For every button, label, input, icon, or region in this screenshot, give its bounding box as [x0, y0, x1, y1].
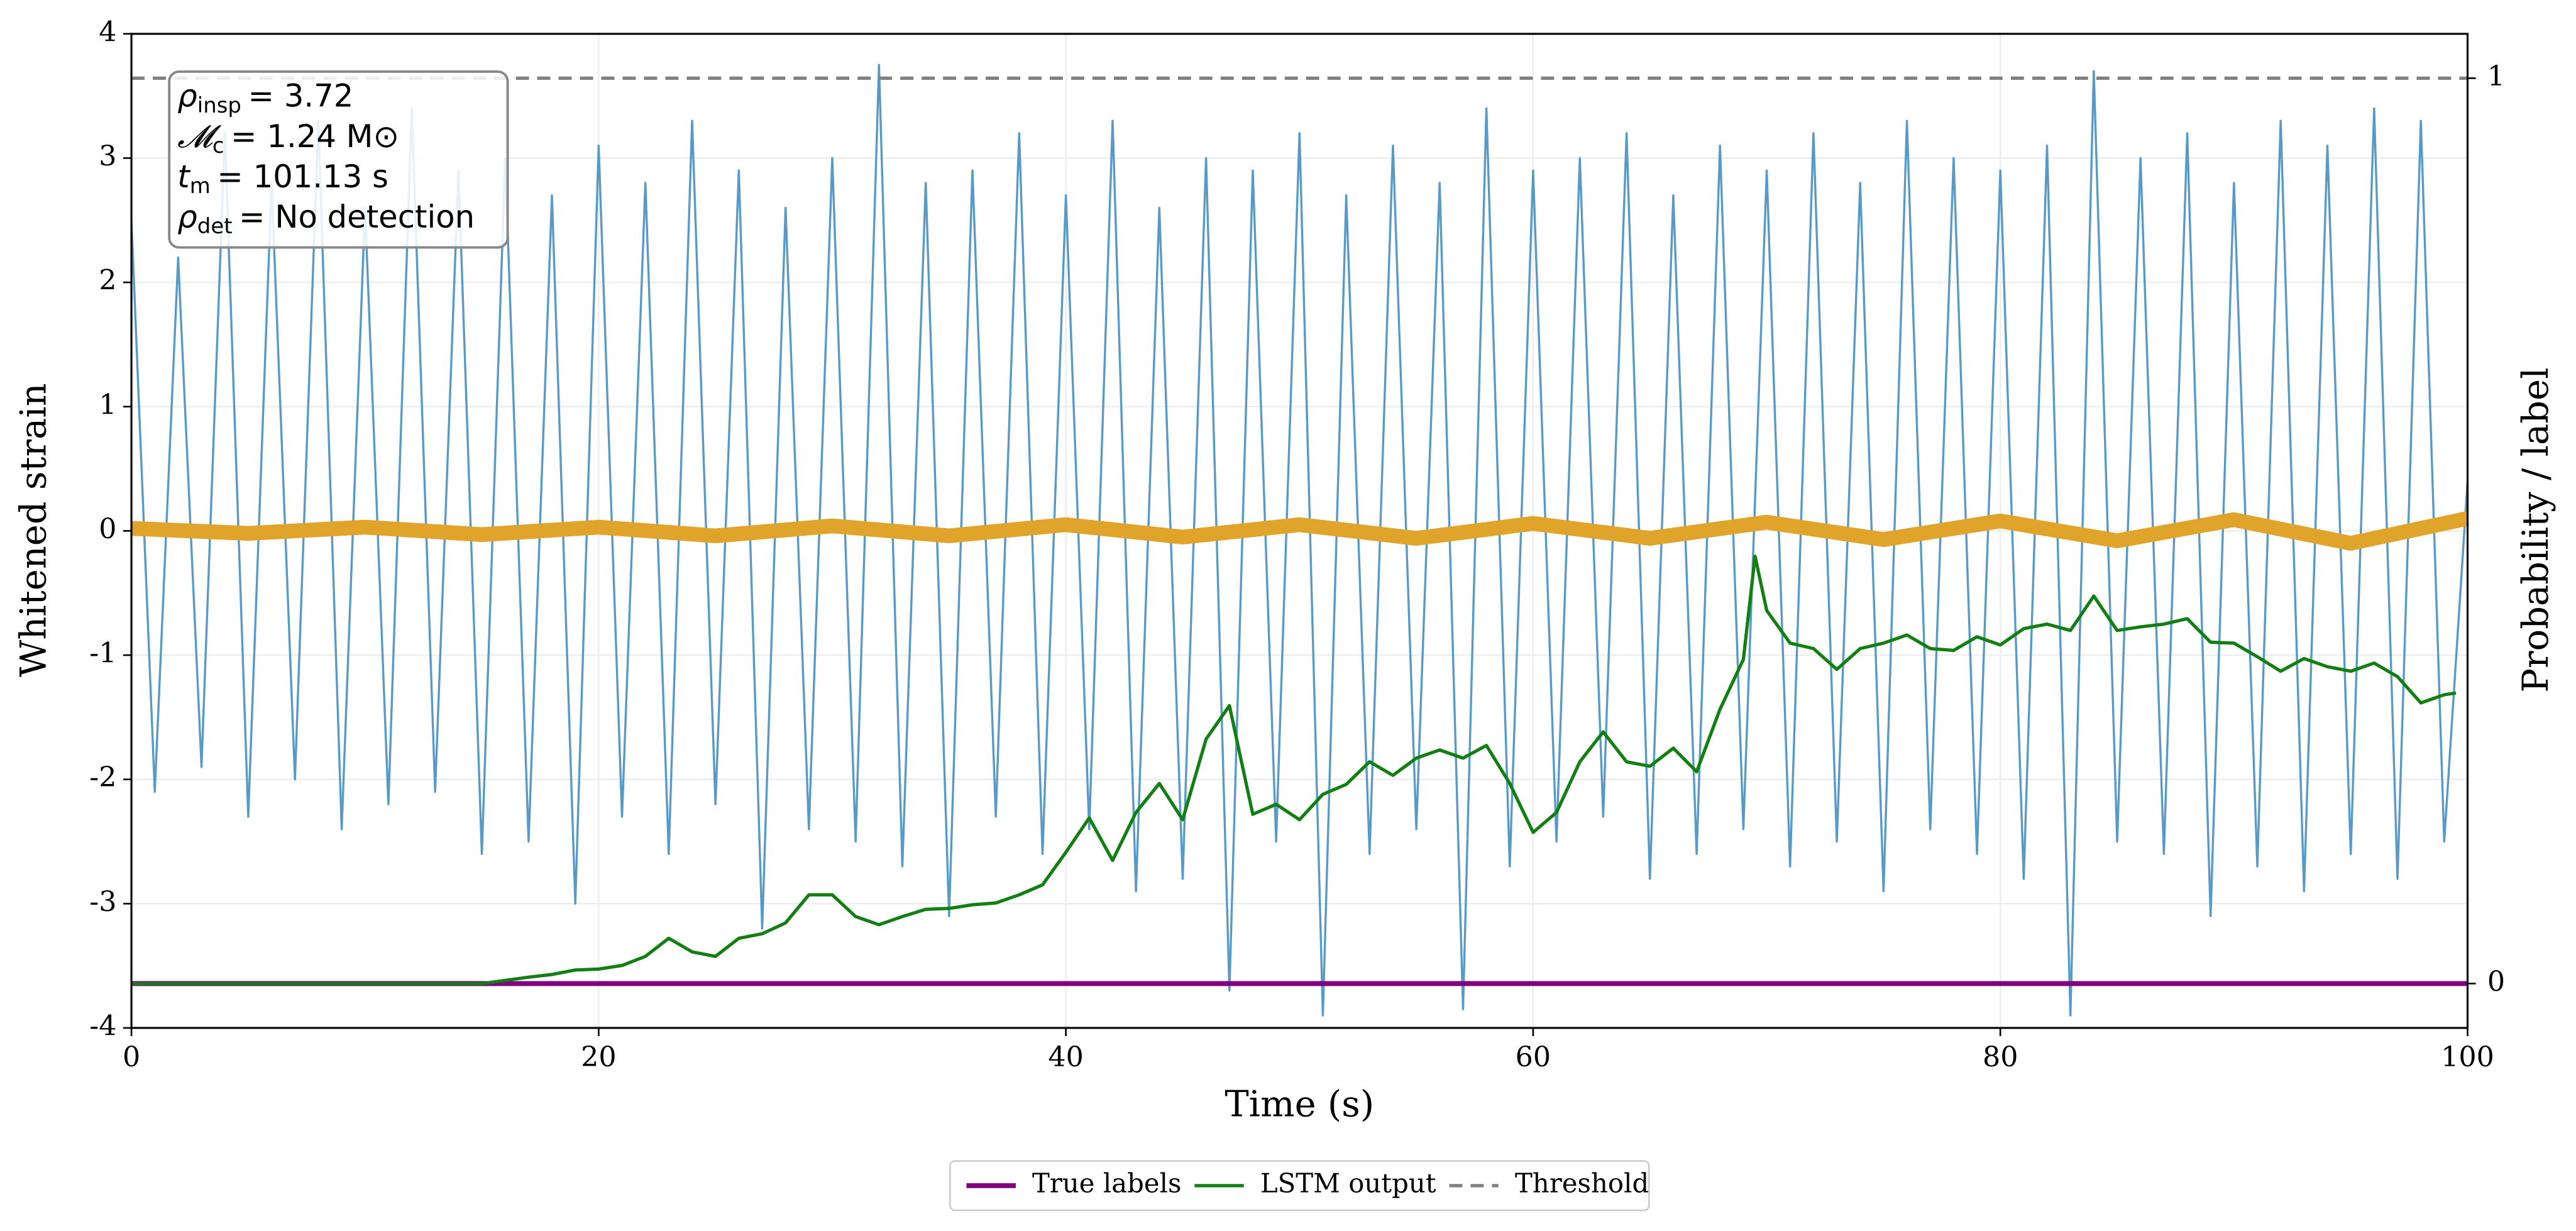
annotation: 𝓜c = 1.24 M⊙	[177, 118, 399, 158]
annotation-text: = 1.24 M⊙	[231, 118, 399, 154]
x-tick-label: 20	[581, 1041, 617, 1073]
annotation-symbol: ρ	[177, 198, 197, 235]
annotation-subscript: m	[190, 173, 211, 198]
y-tick-label: 1	[99, 389, 116, 421]
annotation-text: = 3.72	[248, 77, 353, 114]
legend-label: Threshold	[1515, 1168, 1649, 1198]
legend-label: True labels	[1032, 1168, 1181, 1198]
annotation-symbol: t	[177, 158, 190, 194]
x-axis-label: Time (s)	[1225, 1083, 1374, 1125]
y-tick-label: 4	[99, 16, 116, 48]
y-tick-label: -2	[89, 761, 116, 793]
annotation-text: = 101.13 s	[217, 158, 388, 194]
legend-box	[949, 1160, 1650, 1212]
y-tick-label: 2	[99, 265, 116, 297]
legend-label: LSTM output	[1260, 1168, 1436, 1198]
plot-area	[130, 63, 2469, 1017]
y-axis-label: Whitened strain	[13, 383, 55, 676]
y-tick-label: -4	[89, 1010, 116, 1042]
annotation-subscript: c	[212, 133, 224, 158]
x-tick-label: 100	[2441, 1041, 2494, 1073]
series-line	[131, 555, 2457, 986]
annotation: ρinsp = 3.72	[177, 77, 353, 118]
x-tick-label: 0	[123, 1041, 140, 1073]
annotation-text: = No detection	[239, 198, 475, 235]
y2-tick-label: 1	[2487, 60, 2505, 92]
annotation: tm = 101.13 s	[177, 158, 388, 198]
series-line	[131, 511, 2469, 551]
y-tick-label: -1	[89, 638, 116, 670]
y-tick-label: -3	[89, 886, 116, 918]
y2-tick-label: 0	[2487, 966, 2505, 998]
annotation-box	[168, 70, 509, 249]
x-tick-label: 80	[1983, 1041, 2018, 1073]
annotation-subscript: det	[197, 213, 233, 238]
y2-axis-label: Probability / label	[2514, 368, 2557, 693]
series-line	[130, 63, 2469, 1017]
legend: True labels LSTM output Threshold	[949, 1160, 1650, 1212]
annotation: ρdet = No detection	[177, 198, 475, 238]
x-tick-label: 40	[1048, 1041, 1084, 1073]
annotation-symbol: ρ	[177, 77, 197, 114]
y-tick-label: 3	[99, 140, 116, 172]
annotation-subscript: insp	[197, 92, 241, 118]
y-tick-label: 0	[99, 513, 116, 545]
x-tick-label: 60	[1516, 1041, 1551, 1073]
